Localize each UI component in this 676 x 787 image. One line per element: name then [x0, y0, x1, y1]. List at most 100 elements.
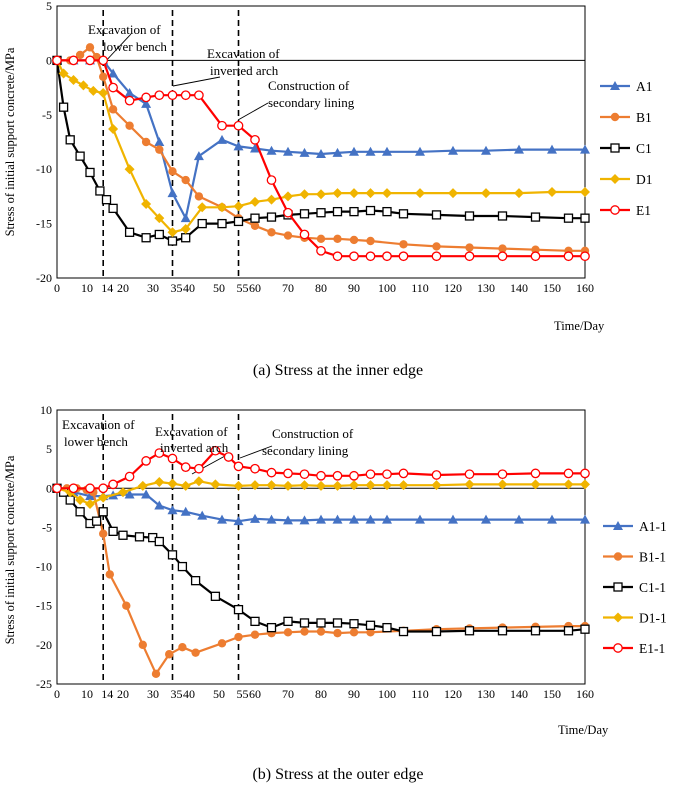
- series-E1-point: [398, 251, 409, 262]
- panel-b-plot-frame: [56, 409, 586, 685]
- series-C1-point: [299, 209, 310, 219]
- series-C1-point: [75, 151, 85, 161]
- panel-b-x-tick-label: 110: [411, 687, 429, 701]
- legend-entry-D1: D1: [600, 172, 653, 187]
- series-D1-point: [58, 68, 69, 79]
- series-D1-point: [78, 80, 89, 91]
- series-A1-1-point: [382, 514, 392, 524]
- series-B1-point: [125, 121, 134, 130]
- series-D1-1-point: [118, 487, 128, 498]
- series-C1-1-point: [65, 495, 75, 505]
- series-C1-1-line: [56, 487, 586, 633]
- series-B1-1-point: [333, 628, 342, 638]
- series-A1-point: [448, 145, 458, 155]
- series-C1-point: [65, 135, 75, 145]
- series-C1-1-point: [349, 619, 359, 629]
- series-D1-point: [415, 188, 425, 199]
- series-D1-point: [108, 123, 119, 134]
- series-C1-point: [530, 212, 541, 222]
- panel-a-x-tick-label: 100: [378, 281, 396, 295]
- panel-b-x-axis-label: Time/Day: [558, 723, 609, 737]
- series-B1-1-point: [122, 601, 131, 610]
- series-D1-point: [141, 199, 152, 210]
- series-E1-point: [180, 90, 191, 101]
- legend-marker-D1: [610, 174, 620, 184]
- series-E1-point: [365, 251, 376, 262]
- series-E1-1-point: [85, 483, 95, 494]
- panel-a-y-tick-label: -15: [36, 217, 52, 231]
- series-E1-point: [580, 251, 590, 262]
- series-B1-point: [108, 105, 118, 114]
- series-C1-point: [580, 213, 590, 223]
- series-B1-1-point: [250, 630, 260, 639]
- series-B1-1-point: [191, 648, 200, 657]
- series-C1-point: [316, 208, 326, 218]
- series-B1-1-point: [105, 570, 115, 579]
- series-C1-1-point: [431, 626, 442, 637]
- series-C1-1-point: [464, 626, 475, 636]
- series-C1-point: [233, 216, 244, 227]
- series-E1-1-point: [108, 479, 118, 490]
- series-C1-point: [58, 102, 69, 112]
- series-D1-point: [299, 189, 310, 200]
- panel-b-legend: A1-1 B1-1 C1-1 D1-1 E1-1: [603, 519, 667, 656]
- series-E1-1-point: [316, 470, 326, 481]
- series-B1-1-point: [138, 640, 147, 650]
- legend-marker-B1-1: [613, 552, 623, 561]
- panel-b-x-tick-label: 120: [444, 687, 462, 701]
- panel-b-y-tick-label: 10: [40, 403, 52, 417]
- series-D1-1-point: [85, 498, 95, 509]
- series-E1-1-point: [580, 468, 590, 479]
- series-C1-point: [167, 236, 178, 246]
- series-B1-1-point: [165, 650, 174, 659]
- series-D1-point: [197, 202, 208, 213]
- series-A1-point: [193, 151, 204, 161]
- series-E1-1-point: [365, 469, 376, 480]
- legend-label-E1-1: E1-1: [639, 641, 665, 656]
- series-C1-1-point: [233, 604, 244, 615]
- series-A1-point: [233, 141, 244, 151]
- series-D1-1-point: [167, 478, 178, 489]
- series-D1-point: [266, 194, 277, 205]
- series-B1-point: [498, 244, 507, 253]
- panel-a-y-tick-label: 5: [46, 0, 52, 13]
- panel-b-y-tick-label: -15: [36, 599, 52, 613]
- panel-b-x-tick-label: 150: [543, 687, 561, 701]
- series-E1-point: [85, 55, 95, 66]
- series-E1-point: [233, 120, 244, 131]
- series-A1-1-point: [250, 513, 260, 523]
- series-D1-point: [283, 191, 293, 202]
- panel-a-x-tick-label: 90: [348, 281, 360, 295]
- series-C1-point: [431, 210, 442, 220]
- series-D1-1-point: [497, 479, 508, 490]
- series-D1-1-point: [250, 480, 260, 491]
- series-E1-1-point: [382, 469, 392, 480]
- series-E1-point: [497, 251, 508, 262]
- series-A1-1-point: [217, 514, 227, 524]
- panel-a-legend: A1 B1 C1 D1 E1: [600, 79, 653, 218]
- series-D1-point: [382, 188, 392, 199]
- series-D1-1-point: [233, 480, 244, 491]
- series-E1-point: [530, 251, 541, 262]
- series-A1-1-point: [514, 514, 524, 524]
- panel-b-x-tick-label: 40: [183, 687, 195, 701]
- series-D1-point: [580, 187, 590, 198]
- series-C1-1-point: [210, 591, 221, 601]
- series-E1-point: [464, 251, 475, 262]
- panel-b-x-tick-label: 30: [147, 687, 159, 701]
- series-A1-1-point: [349, 514, 359, 524]
- legend-label-E1: E1: [636, 203, 651, 218]
- series-D1-point: [124, 164, 135, 175]
- series-D1-point: [167, 227, 178, 238]
- series-B1-point: [283, 231, 293, 240]
- series-D1-point: [332, 188, 343, 199]
- series-E1-point: [154, 90, 165, 101]
- series-A1-1: [52, 483, 590, 526]
- series-C1-point: [497, 211, 508, 221]
- legend-entry-A1: A1: [600, 79, 653, 94]
- panel-a-y-tick-label: -5: [42, 108, 52, 122]
- panel-b-x-tick-label: 35: [171, 687, 183, 701]
- series-B1-1: [52, 484, 590, 679]
